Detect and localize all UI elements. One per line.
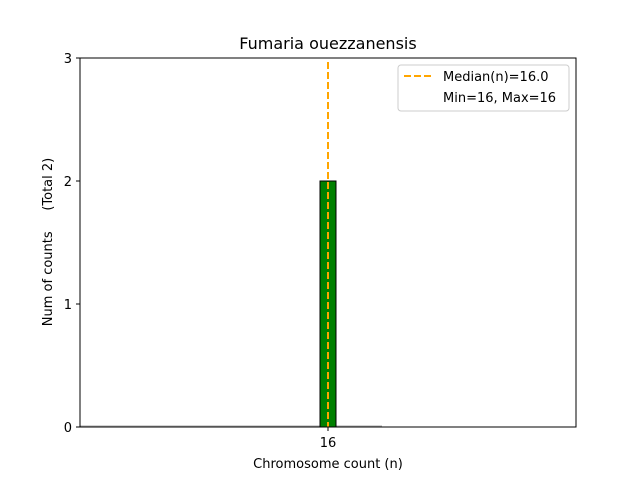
legend: Median(n)=16.0 Min=16, Max=16 <box>397 64 570 112</box>
x-tick-label: 16 <box>320 436 337 451</box>
y-tick-label: 1 <box>64 298 72 313</box>
plot-frame <box>79 57 577 428</box>
legend-minmax: Min=16, Max=16 <box>443 91 556 106</box>
chart-title: Fumaria ouezzanensis <box>239 34 416 53</box>
legend-median: Median(n)=16.0 <box>443 70 549 85</box>
y-tick-label: 3 <box>64 52 72 67</box>
y-tick-label: 2 <box>64 175 72 190</box>
y-tick-label: 0 <box>64 421 72 436</box>
y-axis-label: Num of counts (Total 2) <box>41 158 56 326</box>
x-axis-label: Chromosome count (n) <box>253 457 403 472</box>
